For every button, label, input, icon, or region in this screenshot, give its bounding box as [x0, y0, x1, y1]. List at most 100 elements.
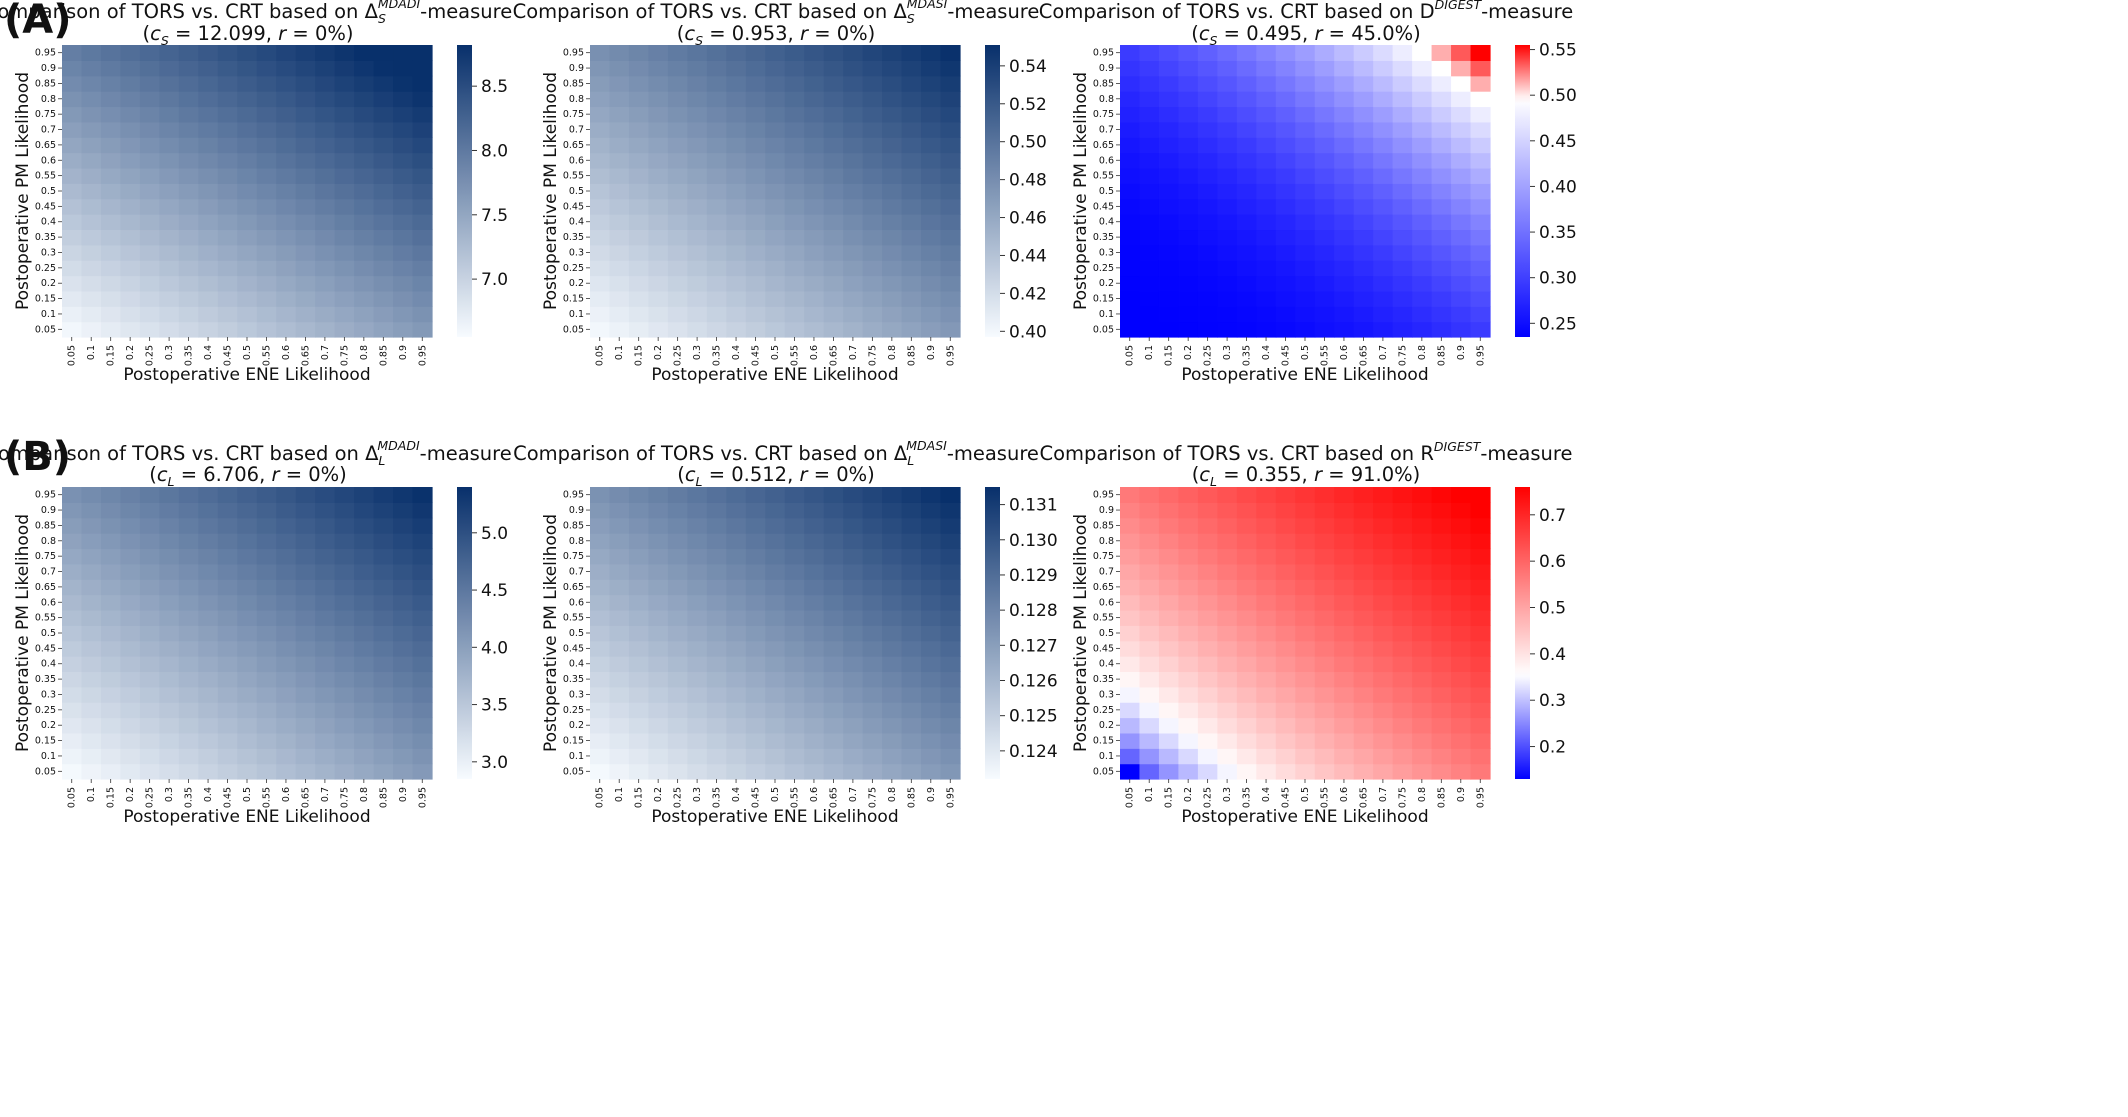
heatmap-cell [393, 244, 414, 261]
heatmap-cell [295, 487, 316, 503]
heatmap-cell [81, 106, 102, 123]
y-tick-label: 0.8 [41, 536, 56, 547]
heatmap-cell [687, 244, 708, 261]
heatmap-cell [687, 167, 708, 184]
heatmap-cell [1178, 548, 1199, 565]
heatmap-cell [667, 594, 688, 611]
x-tick-label: 0.55 [789, 345, 800, 366]
heatmap-cell [1373, 548, 1394, 565]
heatmap-cell [373, 748, 394, 765]
heatmap-cell [628, 579, 650, 596]
heatmap-cell [81, 625, 102, 642]
heatmap-cell [1470, 106, 1491, 123]
heatmap-cell [609, 656, 630, 673]
heatmap-cell [1120, 625, 1141, 642]
heatmap-cell [256, 579, 277, 596]
y-tick-label: 0.4 [569, 217, 584, 228]
heatmap-cell [237, 702, 258, 719]
heatmap-cell [765, 244, 786, 261]
heatmap-cell [823, 152, 844, 169]
heatmap-cell [315, 533, 336, 550]
heatmap-cell [784, 214, 805, 231]
heatmap-panel-2: Comparison of TORS vs. CRT based on ΔSMD… [513, 0, 1047, 385]
heatmap-cell [1392, 717, 1413, 734]
heatmap-cell [687, 198, 708, 215]
heatmap-cell [178, 686, 199, 703]
heatmap-cell [198, 260, 219, 277]
heatmap-cell [706, 748, 727, 765]
heatmap-cell [609, 548, 630, 565]
heatmap-cell [1314, 214, 1335, 231]
heatmap-cell [1314, 121, 1335, 138]
heatmap-cell [315, 686, 336, 703]
y-tick-label: 0.9 [569, 63, 584, 74]
heatmap-cell [334, 748, 355, 765]
x-tick-label: 0.1 [1144, 345, 1155, 360]
x-tick-label: 0.7 [848, 345, 859, 360]
heatmap-cell [276, 533, 297, 550]
y-tick-label: 0.35 [35, 232, 56, 243]
heatmap-cell [823, 290, 844, 307]
heatmap-cell [823, 656, 844, 673]
heatmap-cell [1120, 275, 1141, 292]
heatmap-cell [1275, 625, 1296, 642]
heatmap-cell [921, 732, 942, 749]
heatmap-cell [334, 763, 355, 780]
heatmap-cell [590, 321, 611, 338]
heatmap-cell [609, 290, 630, 307]
heatmap-cell [882, 732, 903, 749]
heatmap-cell [667, 167, 688, 184]
heatmap-cell [256, 548, 277, 565]
heatmap-cell [1353, 609, 1374, 626]
heatmap-cell [412, 656, 433, 673]
heatmap-cell [1470, 609, 1491, 626]
heatmap-cell [1178, 45, 1199, 61]
heatmap-cell [81, 260, 102, 277]
heatmap-cell [862, 686, 883, 703]
heatmap-cell [1217, 671, 1238, 688]
heatmap-cell [81, 609, 102, 626]
heatmap-cell [178, 275, 199, 292]
heatmap-cell [1392, 45, 1413, 61]
heatmap-cell [120, 625, 141, 642]
heatmap-cell [217, 167, 238, 184]
heatmap-cell [1197, 625, 1218, 642]
heatmap-cell [1373, 260, 1394, 277]
heatmap-cell [256, 229, 277, 246]
x-tick-label: 0.8 [359, 345, 370, 360]
heatmap-cell [1431, 763, 1452, 780]
heatmap-cell [1451, 321, 1472, 338]
heatmap-cell [100, 229, 122, 246]
heatmap-cell [1470, 686, 1491, 703]
heatmap-cell [120, 517, 141, 534]
heatmap-cell [1470, 167, 1491, 184]
heatmap-cell [1256, 121, 1277, 138]
heatmap-cell [1120, 137, 1141, 154]
heatmap-cell [1295, 563, 1316, 580]
heatmap-cell [804, 563, 825, 580]
heatmap-cell [1197, 656, 1218, 673]
heatmap-cell [687, 717, 708, 734]
heatmap-cell [1217, 260, 1238, 277]
heatmap-cell [1178, 167, 1199, 184]
heatmap-cell [237, 321, 258, 338]
heatmap-cell [237, 260, 258, 277]
heatmap-cell [804, 671, 825, 688]
heatmap-cell [823, 487, 844, 503]
heatmap-cell [1178, 487, 1199, 503]
heatmap-cell [1295, 229, 1316, 246]
heatmap-cell [120, 290, 141, 307]
heatmap-cell [648, 106, 669, 123]
heatmap-cell [1373, 579, 1394, 596]
x-tick-label: 0.1 [86, 345, 97, 360]
heatmap-cell [256, 487, 277, 503]
heatmap-cell [804, 152, 825, 169]
heatmap-cell [100, 75, 122, 92]
heatmap-cell [921, 763, 942, 780]
heatmap-cell [178, 702, 199, 719]
heatmap-cell [823, 183, 844, 200]
heatmap-cell [334, 290, 355, 307]
heatmap-cell [1353, 152, 1374, 169]
heatmap-cell [354, 763, 375, 780]
heatmap-cell [823, 563, 844, 580]
